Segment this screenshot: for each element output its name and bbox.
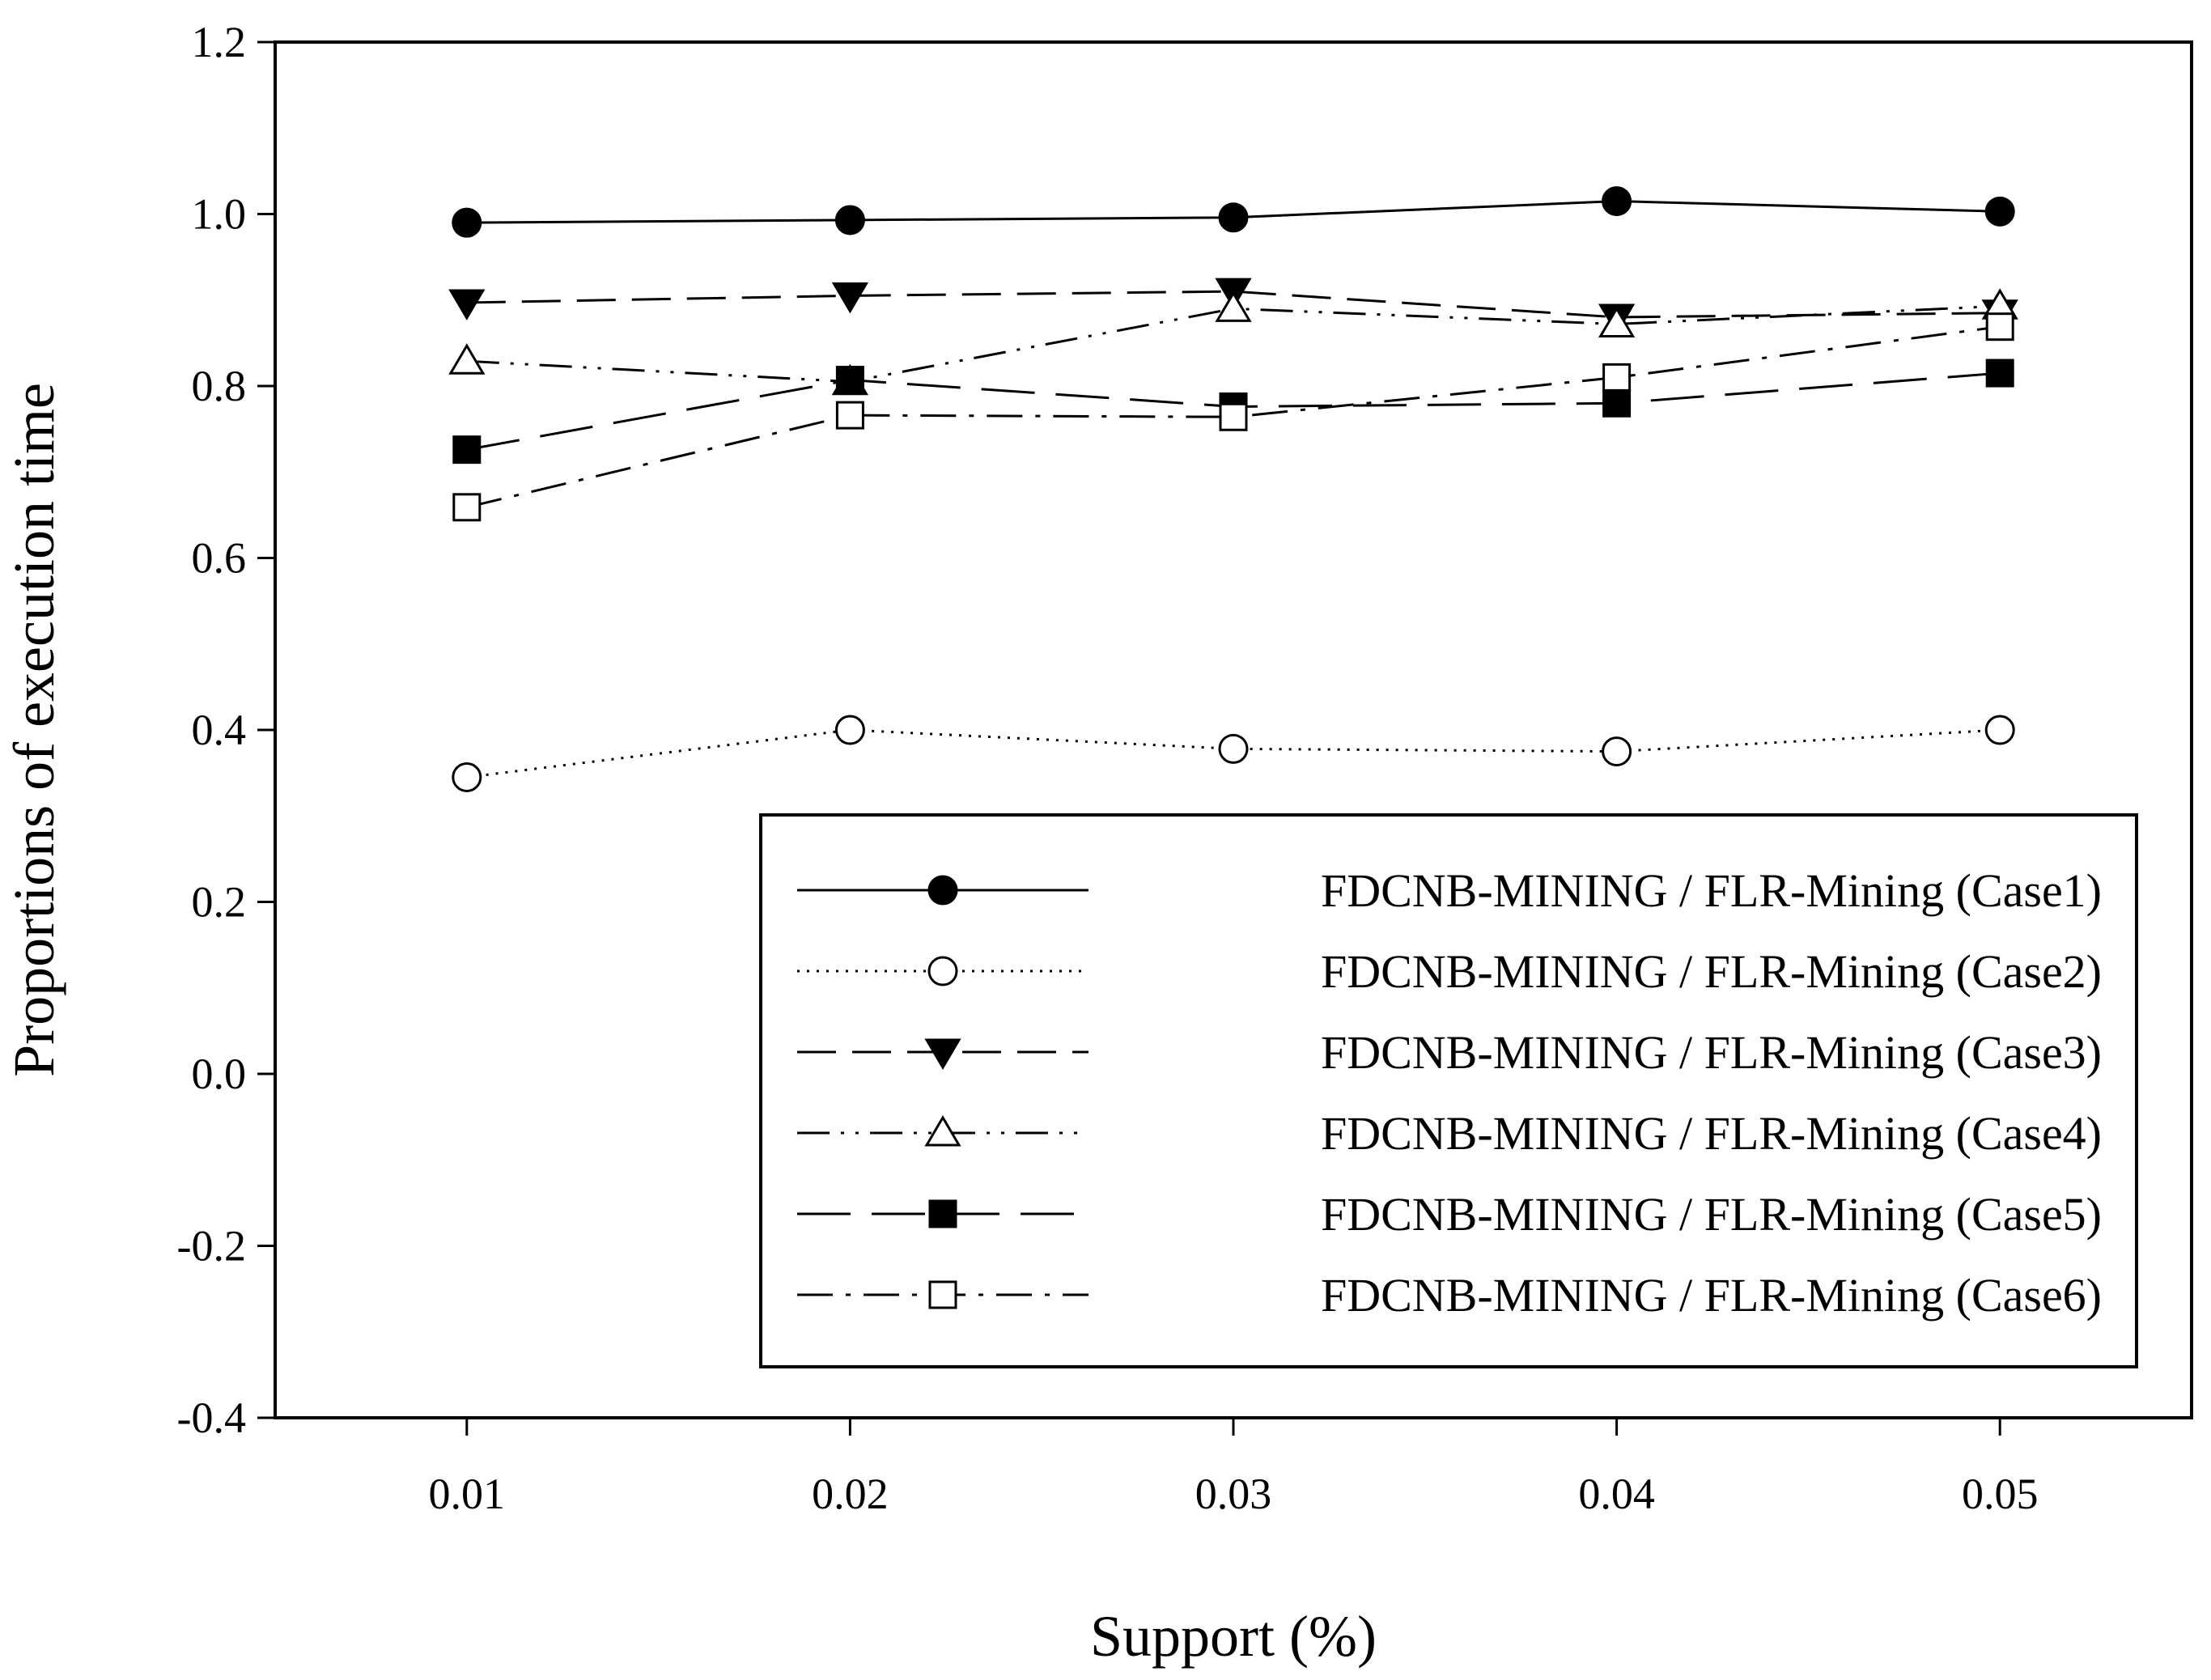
data-point-case1 (452, 207, 482, 238)
x-tick-label: 0.03 (1195, 1470, 1272, 1518)
data-point-case4 (1215, 291, 1252, 322)
data-point-case3 (448, 289, 486, 320)
y-tick-label: 0.4 (192, 706, 247, 754)
legend-label: FDCNB-MINING / FLR-Mining (Case2) (1321, 945, 2102, 998)
x-tick-label: 0.02 (812, 1470, 889, 1518)
data-point-case5 (1602, 388, 1632, 418)
data-point-case6 (1985, 312, 2014, 342)
data-point-case5 (452, 435, 482, 465)
data-point-case5 (835, 366, 864, 395)
series-line-case3 (466, 290, 2001, 319)
legend-item-case2: FDCNB-MINING / FLR-Mining (Case2) (797, 945, 2102, 998)
y-tick-label: 1.2 (192, 18, 247, 66)
y-tick-label: 0.8 (192, 362, 247, 410)
series-case6 (452, 312, 2014, 522)
x-tick-label: 0.04 (1578, 1470, 1655, 1518)
data-point-case2 (1218, 733, 1249, 764)
legend: FDCNB-MINING / FLR-Mining (Case1) FDCNB-M… (759, 813, 2138, 1368)
legend-label: FDCNB-MINING / FLR-Mining (Case5) (1321, 1188, 2102, 1241)
y-axis: -0.4 -0.2 0.0 0.2 0.4 0.6 0.8 1.0 1.2 (177, 18, 275, 1442)
legend-marker (927, 956, 958, 986)
data-point-case6 (452, 493, 482, 522)
y-tick-label: 0.2 (192, 878, 247, 927)
series-case2 (452, 715, 2015, 792)
series-layer (448, 186, 2018, 792)
y-axis-title: Proportions of execution time (2, 383, 66, 1077)
legend-item-case1: FDCNB-MINING / FLR-Mining (Case1) (797, 864, 2102, 917)
x-axis-title: Support (%) (1090, 1604, 1377, 1669)
y-tick-label: -0.4 (177, 1394, 246, 1442)
y-tick-label: -0.2 (177, 1222, 246, 1271)
data-point-case1 (1602, 186, 1632, 217)
y-tick-label: 0.6 (192, 534, 247, 583)
data-point-case2 (834, 715, 865, 745)
legend-item-case3: FDCNB-MINING / FLR-Mining (Case3) (797, 1026, 2102, 1079)
legend-label: FDCNB-MINING / FLR-Mining (Case4) (1321, 1107, 2102, 1160)
legend-marker (924, 1038, 961, 1070)
legend-item-case5: FDCNB-MINING / FLR-Mining (Case5) (797, 1188, 2102, 1241)
data-point-case1 (834, 205, 865, 235)
data-point-case2 (1984, 715, 2015, 745)
legend-item-case4: FDCNB-MINING / FLR-Mining (Case4) (797, 1107, 2102, 1160)
legend-label: FDCNB-MINING / FLR-Mining (Case1) (1321, 864, 2102, 917)
data-point-case2 (1602, 736, 1632, 767)
legend-label: FDCNB-MINING / FLR-Mining (Case3) (1321, 1026, 2102, 1079)
data-point-case6 (1219, 402, 1248, 431)
data-point-case6 (1602, 363, 1632, 392)
data-point-case5 (1985, 358, 2014, 388)
series-case4 (448, 288, 2018, 396)
legend-marker (928, 1199, 957, 1228)
x-tick-label: 0.01 (429, 1470, 506, 1518)
data-point-case6 (835, 401, 864, 430)
x-tick-label: 0.05 (1962, 1470, 2039, 1518)
series-case1 (452, 186, 2015, 238)
legend-label: FDCNB-MINING / FLR-Mining (Case6) (1321, 1269, 2102, 1322)
data-point-case2 (452, 762, 482, 792)
legend-marker (927, 875, 958, 906)
data-point-case4 (448, 343, 486, 375)
data-point-case1 (1984, 196, 2015, 227)
legend-item-case6: FDCNB-MINING / FLR-Mining (Case6) (797, 1269, 2102, 1322)
y-tick-label: 0.0 (192, 1050, 247, 1098)
legend-marker (924, 1115, 961, 1147)
data-point-case3 (831, 282, 869, 314)
data-point-case4 (1598, 306, 1636, 337)
y-tick-label: 1.0 (192, 190, 247, 239)
legend-marker (928, 1280, 957, 1309)
data-point-case1 (1218, 202, 1249, 233)
legend-frame (759, 813, 2138, 1368)
x-axis: 0.01 0.02 0.03 0.04 0.05 (429, 1418, 2039, 1518)
series-line-case6 (466, 325, 2001, 509)
